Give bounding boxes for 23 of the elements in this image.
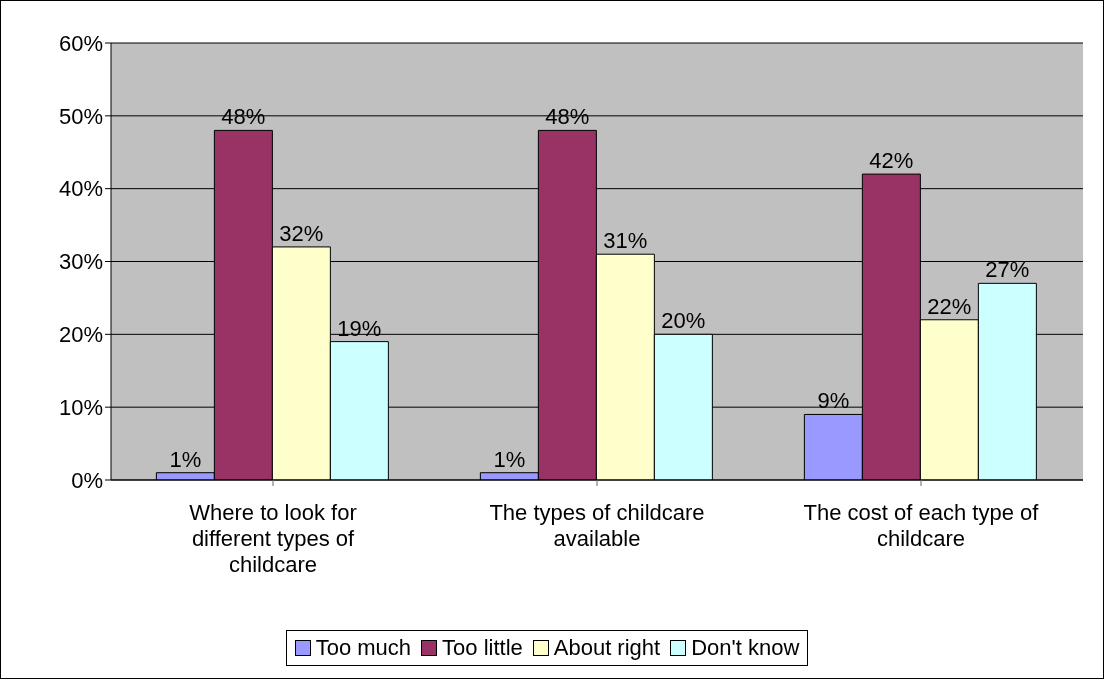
- y-tick-label: 60%: [58, 30, 103, 56]
- x-tick-label: The cost of each type of childcare: [803, 500, 1040, 551]
- y-tick-label: 50%: [58, 103, 103, 129]
- data-label: 27%: [985, 257, 1030, 283]
- x-tick-label: The types of childcare available: [489, 500, 705, 551]
- data-label: 1%: [493, 446, 526, 472]
- data-label: 42%: [869, 148, 914, 174]
- y-tick-label: 30%: [58, 249, 103, 275]
- data-label: 22%: [927, 293, 972, 319]
- data-label: 1%: [169, 446, 202, 472]
- data-label: 20%: [661, 308, 706, 334]
- legend-label: Too little: [441, 635, 523, 661]
- legend-label: Don't know: [690, 635, 800, 661]
- y-tick-label: 40%: [58, 176, 103, 202]
- legend-label: Too much: [314, 635, 412, 661]
- y-tick-label: 20%: [58, 322, 103, 348]
- y-tick-label: 0%: [71, 467, 103, 493]
- data-label: 32%: [279, 220, 324, 246]
- y-tick-label: 10%: [58, 394, 103, 420]
- data-label: 31%: [603, 228, 648, 254]
- legend-label: About right: [552, 635, 661, 661]
- data-label: 9%: [817, 388, 850, 414]
- x-tick-label: Where to look for different types of childcare: [189, 500, 357, 577]
